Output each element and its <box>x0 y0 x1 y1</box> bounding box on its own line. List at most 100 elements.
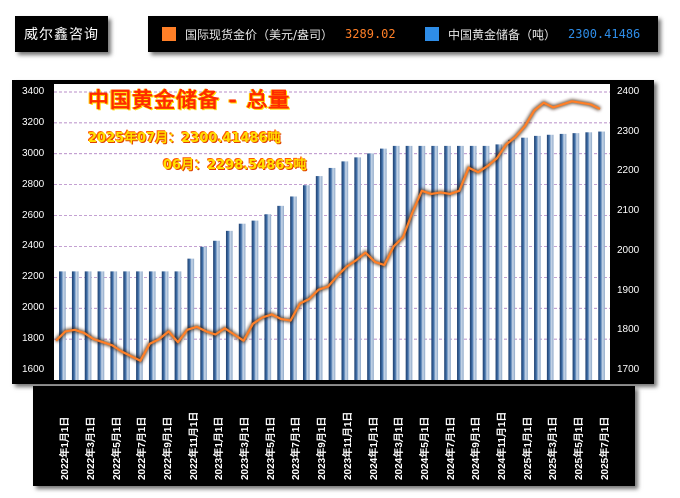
x-tick-label: 2025年5月1日 <box>573 416 585 480</box>
x-tick-label: 2025年7月1日 <box>599 416 611 480</box>
legend-item-price: 国际现货金价（美元/盎司） 3289.02 <box>162 16 396 52</box>
x-tick-label: 2022年5月1日 <box>111 416 123 480</box>
reserve-bar <box>431 145 439 380</box>
reserve-bar <box>546 134 554 380</box>
reserve-bar <box>482 145 490 380</box>
brand-label: 威尔鑫咨询 <box>24 27 99 43</box>
x-tick-label: 2023年7月1日 <box>291 416 303 480</box>
price-swatch-icon <box>162 27 176 41</box>
reserve-bar <box>521 137 528 380</box>
reserve-bar <box>187 258 195 380</box>
legend: 国际现货金价（美元/盎司） 3289.02 中国黄金储备（吨） 2300.414… <box>148 16 658 52</box>
reserve-bar <box>328 167 336 380</box>
price-line <box>55 100 601 362</box>
right-tick-label: 1700 <box>617 364 640 375</box>
annotation-june: 06月：2298.54865吨 <box>163 158 307 173</box>
reserve-bar <box>264 214 272 380</box>
x-tick-label: 2024年9月1日 <box>471 416 483 480</box>
x-tick-label: 2022年9月1日 <box>163 416 175 480</box>
reserve-bar <box>148 271 156 380</box>
right-tick-label: 2200 <box>617 165 640 177</box>
reserve-bar <box>598 131 605 380</box>
reserve-bar <box>405 145 413 380</box>
chart-title: 中国黄金储备 - 总量 <box>88 88 291 112</box>
reserve-bar <box>457 145 464 380</box>
legend-item-reserve: 中国黄金储备（吨） 2300.41486 <box>425 16 640 52</box>
left-tick-label: 3400 <box>22 86 45 97</box>
reserve-bar <box>136 271 143 380</box>
left-tick-label: 3000 <box>22 147 45 159</box>
plot-area <box>54 84 610 380</box>
reserve-bar <box>290 196 297 380</box>
reserve-bar <box>59 271 66 380</box>
left-tick-label: 2000 <box>22 302 45 314</box>
left-tick-label: 2800 <box>22 178 45 190</box>
x-tick-label: 2025年3月1日 <box>548 416 560 480</box>
reserve-bar <box>534 135 541 380</box>
left-tick-label: 2200 <box>22 271 45 283</box>
x-tick-label: 2024年5月1日 <box>419 416 431 480</box>
x-tick-label: 2023年11月1日 <box>342 411 354 480</box>
reserve-bar <box>392 145 400 380</box>
chart-frame: 1600 1800 2000 2200 2400 2600 2800 3000 3200 3400… <box>12 80 654 384</box>
x-tick-label: 2022年3月1日 <box>86 416 98 480</box>
x-tick-label: 2022年11月1日 <box>188 411 200 480</box>
left-tick-label: 2400 <box>22 240 45 252</box>
left-tick-label: 3200 <box>22 116 45 128</box>
reserve-bar <box>200 246 207 380</box>
reserve-bar <box>444 145 451 380</box>
right-tick-label: 1900 <box>617 284 640 296</box>
legend-price-value: 3289.02 <box>345 27 396 41</box>
reserve-bar <box>585 132 593 380</box>
left-tick-label: 1800 <box>22 333 45 345</box>
x-tick-label: 2022年1月1日 <box>60 416 72 480</box>
reserve-bar <box>213 240 220 380</box>
legend-reserve-label: 中国黄金储备（吨） <box>448 27 557 42</box>
reserve-bar <box>71 271 79 380</box>
left-tick-label: 2600 <box>22 209 45 221</box>
right-tick-label: 2100 <box>617 205 640 217</box>
reserve-bar <box>225 230 233 380</box>
reserve-swatch-icon <box>425 27 439 41</box>
reserve-bar <box>495 144 503 380</box>
x-tick-label: 2024年3月1日 <box>394 416 406 480</box>
legend-reserve-value: 2300.41486 <box>568 27 641 41</box>
x-tick-label: 2024年7月1日 <box>445 416 457 480</box>
reserve-bar <box>110 271 118 380</box>
x-axis-band: 2022年1月1日 2022年3月1日 2022年5月1日 2022年7月1日 2022… <box>33 386 635 486</box>
right-tick-label: 2300 <box>617 125 640 137</box>
reserve-bar <box>84 271 92 380</box>
reserve-bar <box>277 205 284 380</box>
legend-price-label: 国际现货金价（美元/盎司） <box>185 27 334 42</box>
right-tick-label: 2400 <box>617 86 640 97</box>
reserve-bar <box>161 271 169 380</box>
reserve-bar <box>251 220 259 380</box>
reserve-bar <box>302 185 310 380</box>
x-tick-label: 2022年7月1日 <box>137 416 149 480</box>
left-tick-label: 1600 <box>22 364 45 375</box>
annotation-july: 2025年07月：2300.41486吨 <box>88 131 281 146</box>
reserve-bar <box>354 157 362 380</box>
reserve-bar <box>97 271 105 380</box>
reserve-bar <box>174 271 182 380</box>
x-tick-label: 2024年11月1日 <box>496 411 508 480</box>
right-tick-label: 1800 <box>617 324 640 336</box>
x-tick-label: 2023年9月1日 <box>317 416 329 480</box>
x-tick-label: 2023年1月1日 <box>214 416 226 480</box>
x-tick-label: 2025年1月1日 <box>522 416 534 480</box>
reserve-bar <box>315 176 323 380</box>
reserve-bar <box>238 223 246 380</box>
right-tick-label: 2000 <box>617 244 640 256</box>
reserve-bar <box>469 145 477 380</box>
x-tick-label: 2023年3月1日 <box>240 416 252 480</box>
x-tick-label: 2024年1月1日 <box>368 416 380 480</box>
brand-box: 威尔鑫咨询 <box>15 16 108 52</box>
reserve-bar <box>367 153 374 380</box>
reserve-bar <box>508 139 516 380</box>
reserve-bar <box>572 133 580 380</box>
reserve-bar <box>418 145 426 380</box>
reserve-bar <box>559 133 567 380</box>
x-tick-label: 2023年5月1日 <box>265 416 277 480</box>
reserve-bar <box>123 271 130 380</box>
chart-svg <box>54 91 610 380</box>
